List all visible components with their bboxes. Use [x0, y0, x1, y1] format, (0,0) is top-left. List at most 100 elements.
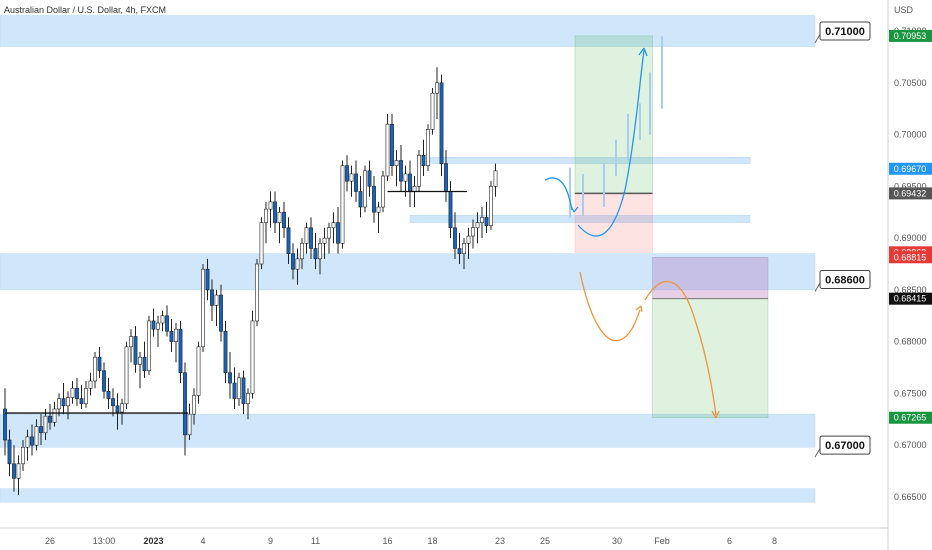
candle-body	[178, 328, 183, 374]
candle-body	[39, 426, 43, 434]
price-callout: 0.68600	[814, 270, 871, 292]
callouts-layer: 0.71000 0.68600 0.67000	[814, 21, 871, 458]
price-tick-label: 0.70000	[894, 130, 927, 140]
price-badge-bg	[889, 292, 932, 305]
blue-arrow-head-up	[638, 47, 648, 57]
price-callout: 0.71000	[814, 21, 871, 44]
candle-body	[421, 154, 426, 166]
candle-body	[7, 439, 12, 465]
resistance-zone	[0, 15, 816, 47]
orange-projection-dip	[579, 271, 641, 342]
price-badge-bg	[889, 29, 932, 42]
zones-layer	[0, 15, 816, 503]
candle-body	[183, 372, 187, 436]
candle-body	[493, 170, 498, 187]
time-tick-label: 26	[45, 536, 55, 546]
candle-body	[399, 160, 403, 182]
price-tick-label: 0.66500	[894, 492, 927, 502]
price-badge-bg	[889, 411, 932, 424]
candle-body	[241, 377, 246, 405]
price-badge-bg	[889, 162, 932, 175]
candle-body	[151, 320, 156, 330]
candle-body	[327, 227, 331, 239]
candle-body	[435, 82, 439, 94]
candle-body	[484, 217, 489, 226]
candle-body	[174, 328, 178, 342]
time-axis[interactable]: 26 13:00 2023 4 9 11 16 18 23 25 30 Feb 6 8	[45, 536, 777, 546]
time-tick-label: 23	[495, 536, 505, 546]
callout-label: 0.71000	[825, 26, 865, 38]
candle-body	[457, 248, 462, 254]
candle-body	[372, 186, 376, 213]
price-badge-label: 0.68415	[894, 294, 927, 304]
bottom-zone	[0, 488, 816, 503]
candle-body	[237, 377, 241, 399]
time-tick-label: 11	[311, 536, 320, 546]
candle-body	[354, 173, 358, 192]
candle-body	[322, 237, 327, 244]
candle-body	[187, 413, 192, 436]
candle-body	[21, 446, 25, 465]
candle-body	[79, 398, 84, 405]
candle-body	[439, 82, 444, 164]
candles-layer	[3, 67, 498, 495]
positions-layer	[574, 35, 769, 418]
candle-body	[367, 170, 372, 187]
candle-body	[210, 289, 214, 306]
candle-body	[97, 356, 102, 371]
candle-body	[412, 186, 417, 192]
candle-body	[43, 415, 48, 434]
candle-body	[61, 398, 66, 407]
candle-body	[228, 372, 232, 384]
candle-body	[88, 380, 93, 389]
price-badge: 0.69670	[889, 162, 932, 175]
candle-body	[165, 315, 169, 332]
price-tick-label: 0.67000	[894, 440, 927, 450]
time-tick-label: 25	[540, 536, 550, 546]
candle-body	[48, 415, 52, 423]
candle-body	[264, 208, 268, 223]
price-badge-bg	[889, 187, 932, 200]
candle-body	[376, 206, 381, 213]
support-zone	[0, 253, 816, 291]
candle-body	[489, 186, 493, 226]
candle-body	[286, 227, 291, 254]
candle-body	[129, 336, 133, 348]
candle-body	[25, 436, 30, 448]
price-tick-label: 0.70500	[894, 78, 927, 88]
mid-zone-lower	[409, 215, 751, 223]
candle-body	[448, 191, 453, 229]
candle-body	[336, 222, 340, 244]
candle-body	[219, 294, 223, 332]
orange-arrow-head-mid	[635, 305, 643, 313]
candle-body	[196, 346, 201, 396]
candle-body	[462, 242, 466, 254]
price-badge: 0.68415	[889, 292, 932, 305]
candle-body	[16, 463, 21, 479]
candle-body	[246, 393, 250, 405]
price-tick-label: 0.68000	[894, 337, 927, 347]
candle-body	[156, 322, 160, 330]
short-stop-area	[652, 257, 769, 299]
candle-body	[363, 170, 367, 208]
candle-body	[304, 227, 309, 244]
candle-body	[390, 123, 394, 166]
price-badge-label: 0.67265	[894, 413, 927, 423]
candle-body	[160, 315, 165, 324]
candle-body	[133, 336, 138, 365]
candle-body	[408, 173, 412, 192]
candle-body	[381, 175, 385, 208]
candle-body	[66, 397, 70, 407]
price-axis[interactable]: 0.710000.705000.700000.695000.690000.685…	[894, 26, 927, 502]
price-badge: 0.69432	[889, 187, 932, 200]
candle-body	[295, 258, 300, 270]
candle-body	[120, 403, 124, 413]
candle-body	[115, 405, 120, 413]
candle-body	[111, 398, 115, 407]
candle-body	[84, 387, 88, 405]
candle-body	[223, 330, 228, 374]
candle-body	[70, 387, 75, 398]
candle-body	[268, 201, 273, 210]
candle-body	[480, 217, 484, 223]
